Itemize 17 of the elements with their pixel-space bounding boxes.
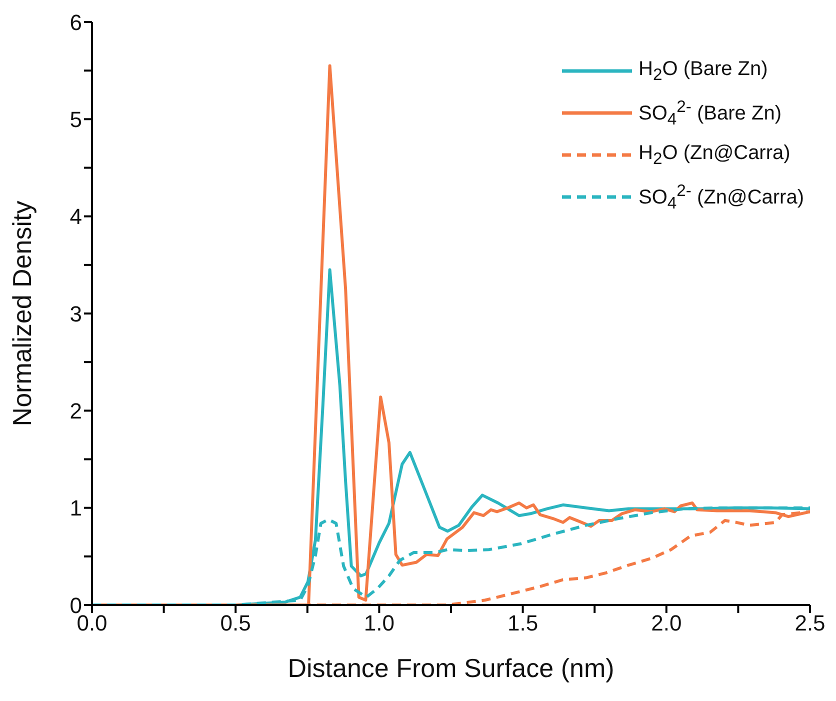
y-axis-title: Normalized Density (7, 200, 38, 426)
x-tick-label: 1.5 (508, 610, 538, 636)
y-tick-label: 6 (70, 10, 82, 35)
legend-label: H$_{2}$O (Bare Zn) (638, 58, 768, 84)
y-tick-label: 4 (70, 204, 82, 230)
legend-label: SO$_{4}$$^{2-}$ (Bare Zn) (638, 96, 782, 130)
y-tick-label: 1 (70, 496, 82, 521)
y-tick-label: 3 (70, 301, 82, 326)
x-axis-title: Distance From Surface (nm) (288, 653, 614, 683)
y-tick-label: 5 (70, 106, 82, 132)
legend-label: H$_{2}$O (Zn@Carra) (638, 142, 790, 168)
legend-label: SO$_{4}$$^{2-}$ (Zn@Carra) (638, 180, 804, 214)
x-tick-label: 2.0 (651, 610, 682, 636)
x-tick-label: 1.0 (364, 610, 394, 636)
x-tick-label: 2.5 (794, 610, 826, 636)
x-tick-label: 0.5 (220, 610, 251, 636)
y-tick-label: 2 (70, 398, 82, 424)
